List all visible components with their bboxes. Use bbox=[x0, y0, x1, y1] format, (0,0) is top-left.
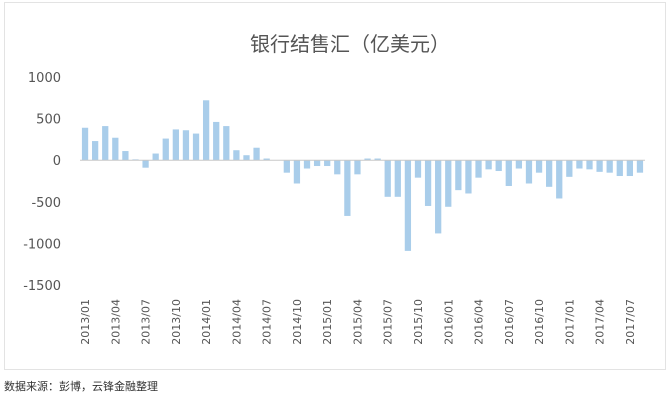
bar bbox=[344, 160, 351, 216]
bar bbox=[485, 160, 492, 170]
bar-series bbox=[81, 100, 644, 251]
bar bbox=[515, 160, 523, 169]
bar bbox=[81, 127, 89, 161]
bar bbox=[364, 158, 371, 161]
bar bbox=[122, 151, 129, 161]
bar bbox=[162, 138, 169, 161]
bar bbox=[475, 160, 482, 178]
bar bbox=[334, 160, 341, 175]
bar bbox=[102, 126, 109, 161]
x-tick-label: 2015/10 bbox=[412, 299, 425, 345]
bar bbox=[546, 160, 553, 187]
x-tick-label: 2013/07 bbox=[140, 299, 153, 345]
bar bbox=[586, 160, 593, 170]
bar bbox=[556, 160, 563, 199]
bar bbox=[576, 160, 583, 169]
x-axis-ticks: 2013/01 2013/04 2013/07 2013/10 2014/01 2014/… bbox=[79, 299, 637, 345]
bar bbox=[394, 160, 401, 197]
bar bbox=[435, 160, 442, 234]
bar bbox=[596, 160, 603, 172]
x-tick-label: 2016/04 bbox=[473, 299, 486, 345]
bar bbox=[354, 160, 361, 175]
bar bbox=[202, 100, 210, 161]
bar bbox=[535, 160, 543, 173]
x-tick-label: 2016/07 bbox=[503, 299, 516, 345]
bar bbox=[606, 160, 613, 173]
bar bbox=[404, 160, 412, 251]
bar bbox=[424, 160, 432, 206]
y-tick-label: -1000 bbox=[23, 237, 61, 252]
bar bbox=[152, 153, 159, 161]
bar bbox=[455, 160, 462, 191]
bar bbox=[233, 150, 240, 161]
bar bbox=[495, 160, 502, 172]
x-tick-label: 2014/10 bbox=[291, 299, 304, 345]
bar bbox=[616, 160, 623, 177]
bar bbox=[525, 160, 533, 184]
bar bbox=[112, 137, 119, 161]
x-tick-label: 2014/04 bbox=[230, 299, 243, 345]
bar bbox=[636, 160, 644, 173]
bar bbox=[263, 158, 270, 161]
bar bbox=[182, 130, 190, 161]
bar bbox=[192, 133, 200, 161]
x-tick-label: 2014/01 bbox=[200, 299, 213, 345]
bar bbox=[243, 155, 250, 161]
y-tick-label: 0 bbox=[53, 154, 61, 169]
bar bbox=[445, 160, 452, 207]
bar bbox=[303, 160, 311, 169]
x-tick-label: 2017/04 bbox=[594, 299, 607, 345]
bar bbox=[414, 160, 422, 178]
x-tick-label: 2017/07 bbox=[624, 299, 637, 345]
x-tick-label: 2015/07 bbox=[382, 299, 395, 345]
bar bbox=[374, 158, 381, 161]
y-tick-label: -1500 bbox=[23, 279, 61, 294]
bar-chart: 银行结售汇（亿美元） 1000 500 0 -500 -1000 -1500 2013/0… bbox=[23, 32, 645, 345]
bar bbox=[324, 160, 331, 167]
x-tick-label: 2015/04 bbox=[351, 299, 364, 345]
y-axis-ticks: 1000 500 0 -500 -1000 -1500 bbox=[23, 71, 61, 294]
bar bbox=[213, 121, 220, 161]
x-tick-label: 2014/07 bbox=[261, 299, 274, 345]
bar bbox=[626, 160, 633, 177]
source-note: 数据来源：彭博，云锋金融整理 bbox=[4, 380, 158, 393]
bar bbox=[384, 160, 391, 197]
x-tick-label: 2013/10 bbox=[170, 299, 183, 345]
bar bbox=[142, 160, 149, 168]
bar bbox=[283, 160, 290, 173]
bar bbox=[465, 160, 472, 194]
bar bbox=[92, 141, 99, 161]
bar bbox=[313, 160, 321, 167]
x-tick-label: 2013/01 bbox=[79, 299, 92, 345]
chart-title: 银行结售汇（亿美元） bbox=[250, 32, 450, 56]
bar bbox=[566, 160, 573, 177]
x-tick-label: 2013/04 bbox=[109, 299, 122, 345]
bar bbox=[505, 160, 512, 186]
x-tick-label: 2016/01 bbox=[442, 299, 455, 345]
y-tick-label: -500 bbox=[31, 196, 61, 211]
x-tick-label: 2015/01 bbox=[321, 299, 334, 345]
y-tick-label: 500 bbox=[36, 113, 61, 128]
x-tick-label: 2016/10 bbox=[533, 299, 546, 345]
chart-frame: 银行结售汇（亿美元） 1000 500 0 -500 -1000 -1500 2013/0… bbox=[4, 2, 666, 370]
x-tick-label: 2017/01 bbox=[563, 299, 576, 345]
bar bbox=[172, 129, 179, 161]
bar bbox=[253, 147, 260, 161]
bar bbox=[223, 126, 230, 161]
y-tick-label: 1000 bbox=[28, 71, 61, 86]
bar bbox=[293, 160, 301, 184]
